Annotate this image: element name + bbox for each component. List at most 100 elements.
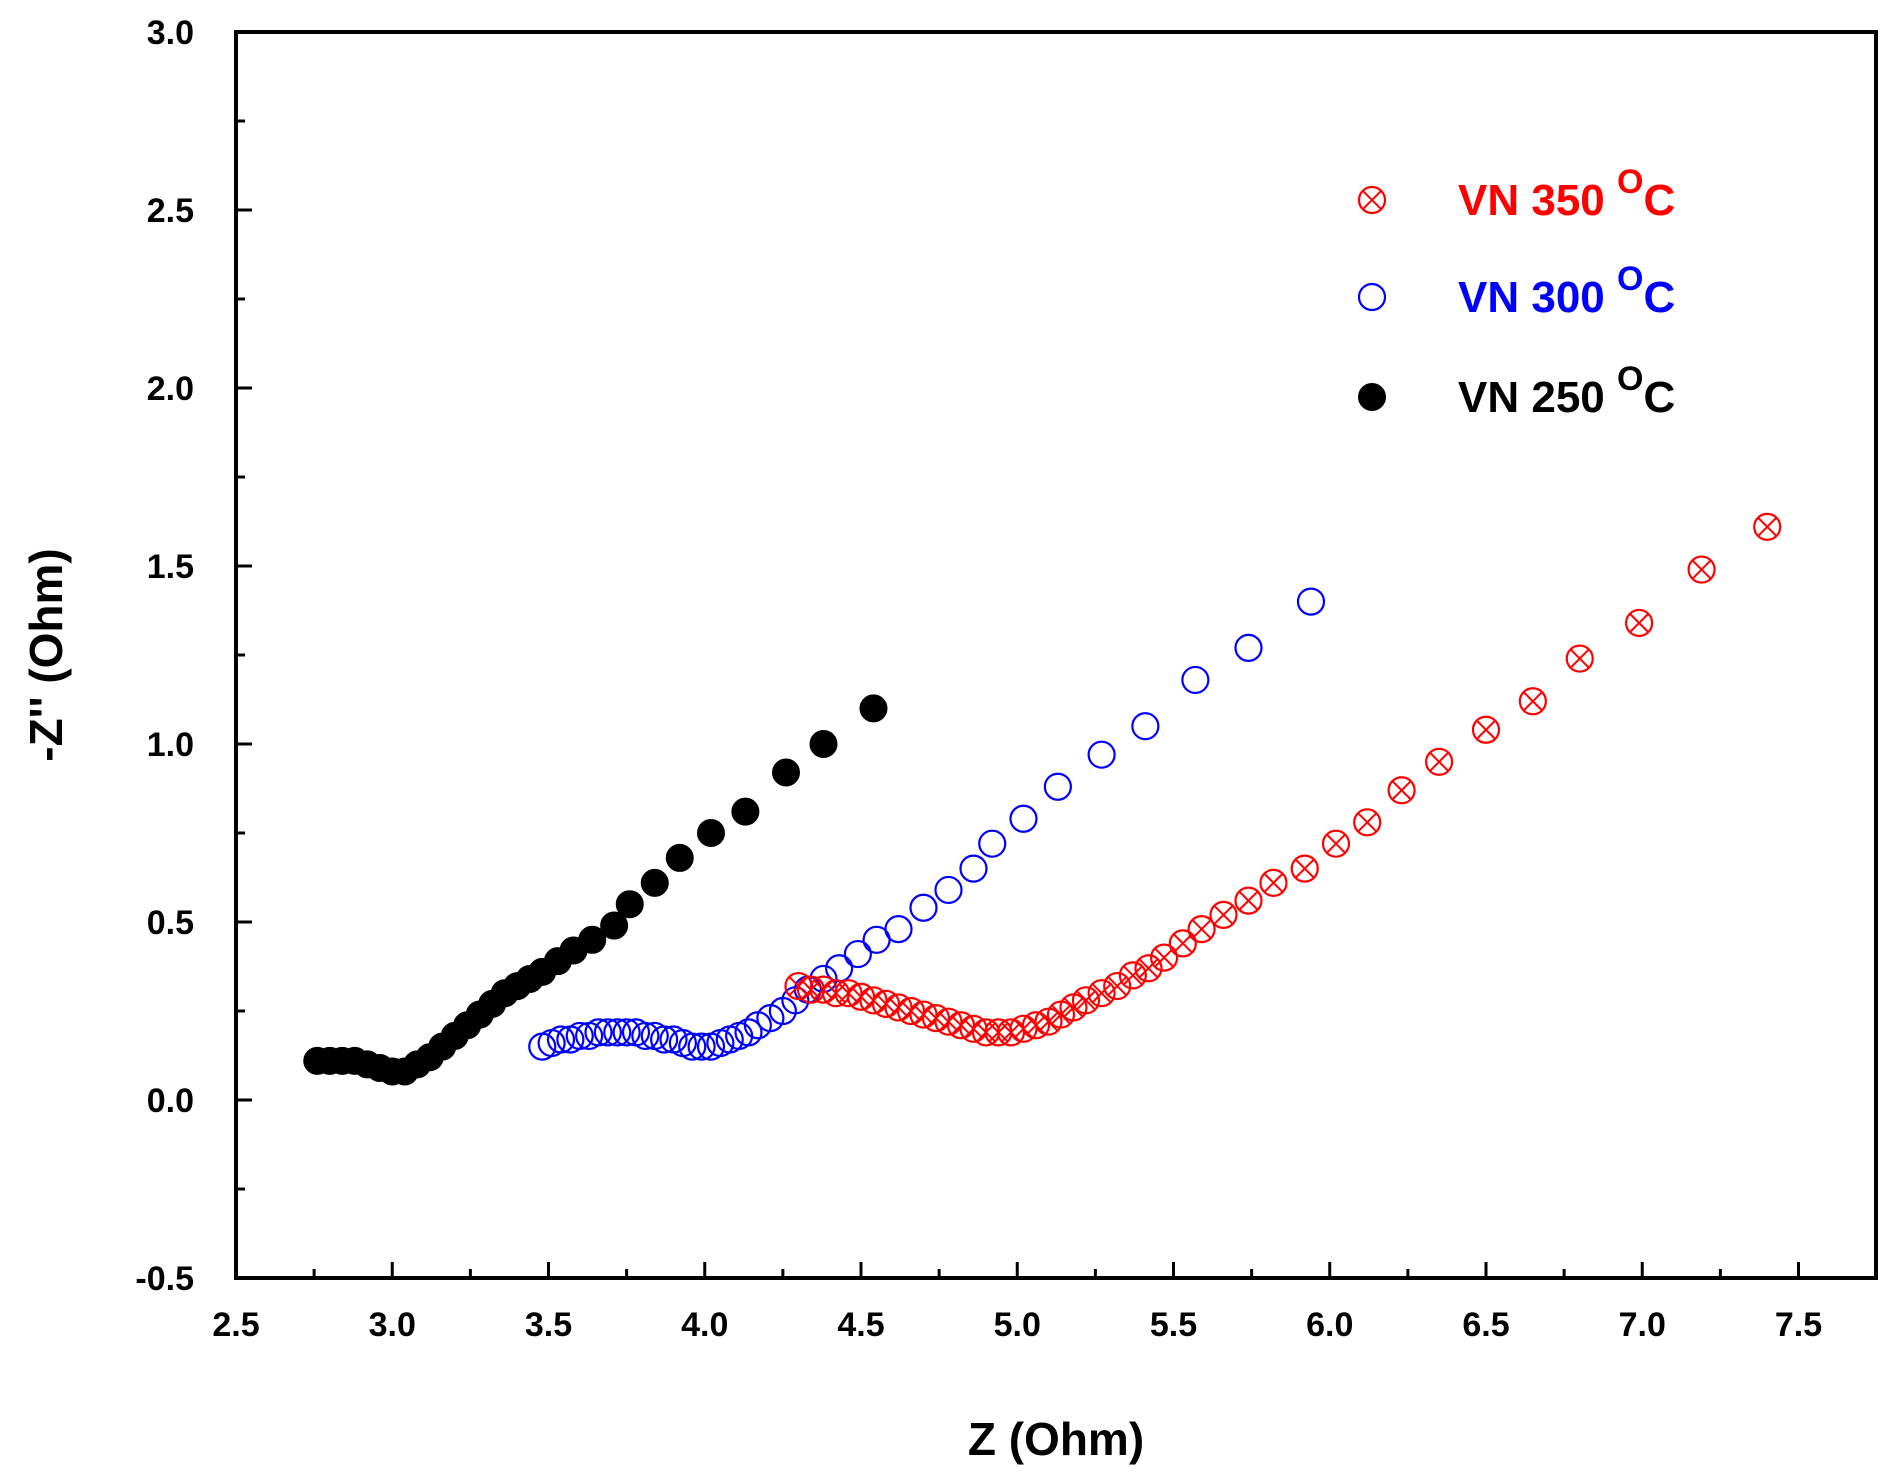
marker-shape xyxy=(731,797,760,826)
legend-label: VN 250 OC xyxy=(1458,360,1675,422)
marker-shape xyxy=(1357,185,1387,215)
marker-shape xyxy=(687,1032,716,1061)
data-point xyxy=(1234,886,1263,915)
data-point xyxy=(734,1018,763,1047)
marker-shape xyxy=(859,694,888,723)
marker-shape xyxy=(584,1018,613,1047)
marker-shape xyxy=(1687,555,1716,584)
data-point xyxy=(978,829,1007,858)
data-point xyxy=(1753,512,1782,541)
data-point xyxy=(859,694,888,723)
marker-cross xyxy=(1263,873,1284,893)
marker-shape xyxy=(1087,740,1116,769)
marker-shape xyxy=(1181,665,1210,695)
series-vn-250 xyxy=(303,694,888,1086)
marker-shape xyxy=(934,875,963,905)
data-point xyxy=(1321,829,1351,858)
data-point xyxy=(1009,804,1038,833)
marker-shape xyxy=(1168,929,1197,958)
series-vn-300 xyxy=(528,587,1326,1061)
y-tick-label: 0.5 xyxy=(147,904,194,942)
x-tick-label: 4.5 xyxy=(837,1306,884,1344)
x-axis-ticks: 2.5 3.0 3.5 4.0 4.5 5.0 5.5 6.0 6.5 7.0 7.5 xyxy=(212,1262,1822,1344)
marker-shape xyxy=(959,854,988,883)
marker-shape xyxy=(1043,772,1072,801)
marker-shape xyxy=(809,730,838,758)
marker-shape xyxy=(615,890,644,919)
data-point xyxy=(809,730,838,758)
data-point xyxy=(1353,808,1382,837)
data-point xyxy=(650,1025,679,1054)
data-point xyxy=(1168,929,1197,958)
legend-marker xyxy=(1358,383,1386,411)
data-point xyxy=(731,797,760,826)
marker-shape xyxy=(600,911,629,940)
x-tick-label: 6.0 xyxy=(1306,1306,1353,1344)
marker-cross xyxy=(1051,1004,1071,1025)
data-point xyxy=(640,868,669,897)
marker-cross xyxy=(1362,190,1382,210)
marker-cross xyxy=(1357,812,1378,833)
data-point xyxy=(1209,900,1238,929)
series-layer xyxy=(303,512,1782,1086)
marker-shape xyxy=(1259,868,1288,897)
data-point xyxy=(1134,954,1163,983)
data-point xyxy=(1087,740,1116,769)
data-point xyxy=(697,819,725,847)
marker-shape xyxy=(640,868,669,897)
marker-shape xyxy=(1518,687,1547,716)
data-point xyxy=(603,1018,632,1047)
marker-shape xyxy=(1134,954,1163,983)
data-point xyxy=(1087,979,1116,1008)
marker-cross xyxy=(1294,858,1315,879)
data-point xyxy=(584,1018,613,1047)
x-tick-label: 5.5 xyxy=(1150,1306,1197,1344)
data-point xyxy=(1150,943,1179,972)
marker-shape xyxy=(678,1032,707,1061)
data-point xyxy=(1290,854,1319,883)
marker-cross xyxy=(1629,613,1649,633)
y-tick-label: 3.0 xyxy=(147,14,194,52)
legend-marker xyxy=(1357,282,1387,312)
marker-shape xyxy=(1358,383,1386,411)
data-point xyxy=(1296,587,1326,616)
data-point xyxy=(1118,961,1147,990)
series-vn-350 xyxy=(784,512,1782,1047)
y-axis-title: -Z'' (Ohm) xyxy=(20,548,72,762)
marker-shape xyxy=(1131,712,1160,741)
marker-cross xyxy=(1091,983,1112,1004)
marker-shape xyxy=(772,758,800,787)
marker-cross xyxy=(1757,517,1778,537)
marker-shape xyxy=(1471,715,1501,744)
x-tick-label: 3.5 xyxy=(525,1306,572,1344)
marker-cross xyxy=(1326,833,1346,854)
x-tick-label: 4.0 xyxy=(681,1306,728,1344)
y-tick-label: 2.5 xyxy=(147,192,194,230)
marker-cross xyxy=(1038,1011,1059,1032)
marker-cross xyxy=(1691,559,1712,580)
marker-cross xyxy=(1476,719,1496,740)
marker-cross xyxy=(1391,780,1412,801)
data-point xyxy=(612,1018,641,1047)
data-point xyxy=(600,911,629,940)
marker-cross xyxy=(1076,990,1096,1011)
marker-cross xyxy=(1123,965,1143,986)
data-point xyxy=(884,915,913,944)
marker-shape xyxy=(665,843,694,872)
data-point xyxy=(615,890,644,919)
legend: VN 350 OC VN 300 OC VN 250 OC xyxy=(1357,163,1675,422)
data-point xyxy=(546,1025,576,1054)
y-tick-label: 0.0 xyxy=(147,1082,194,1120)
marker-cross xyxy=(1569,648,1590,669)
data-point xyxy=(843,939,872,969)
marker-shape xyxy=(1234,633,1263,662)
x-tick-label: 5.0 xyxy=(994,1306,1041,1344)
data-point xyxy=(578,925,607,954)
marker-cross xyxy=(1107,976,1128,996)
marker-shape xyxy=(1625,608,1654,638)
marker-shape xyxy=(1103,971,1132,1001)
data-point xyxy=(631,1021,660,1051)
data-point xyxy=(665,843,694,872)
marker-cross xyxy=(1173,933,1193,954)
